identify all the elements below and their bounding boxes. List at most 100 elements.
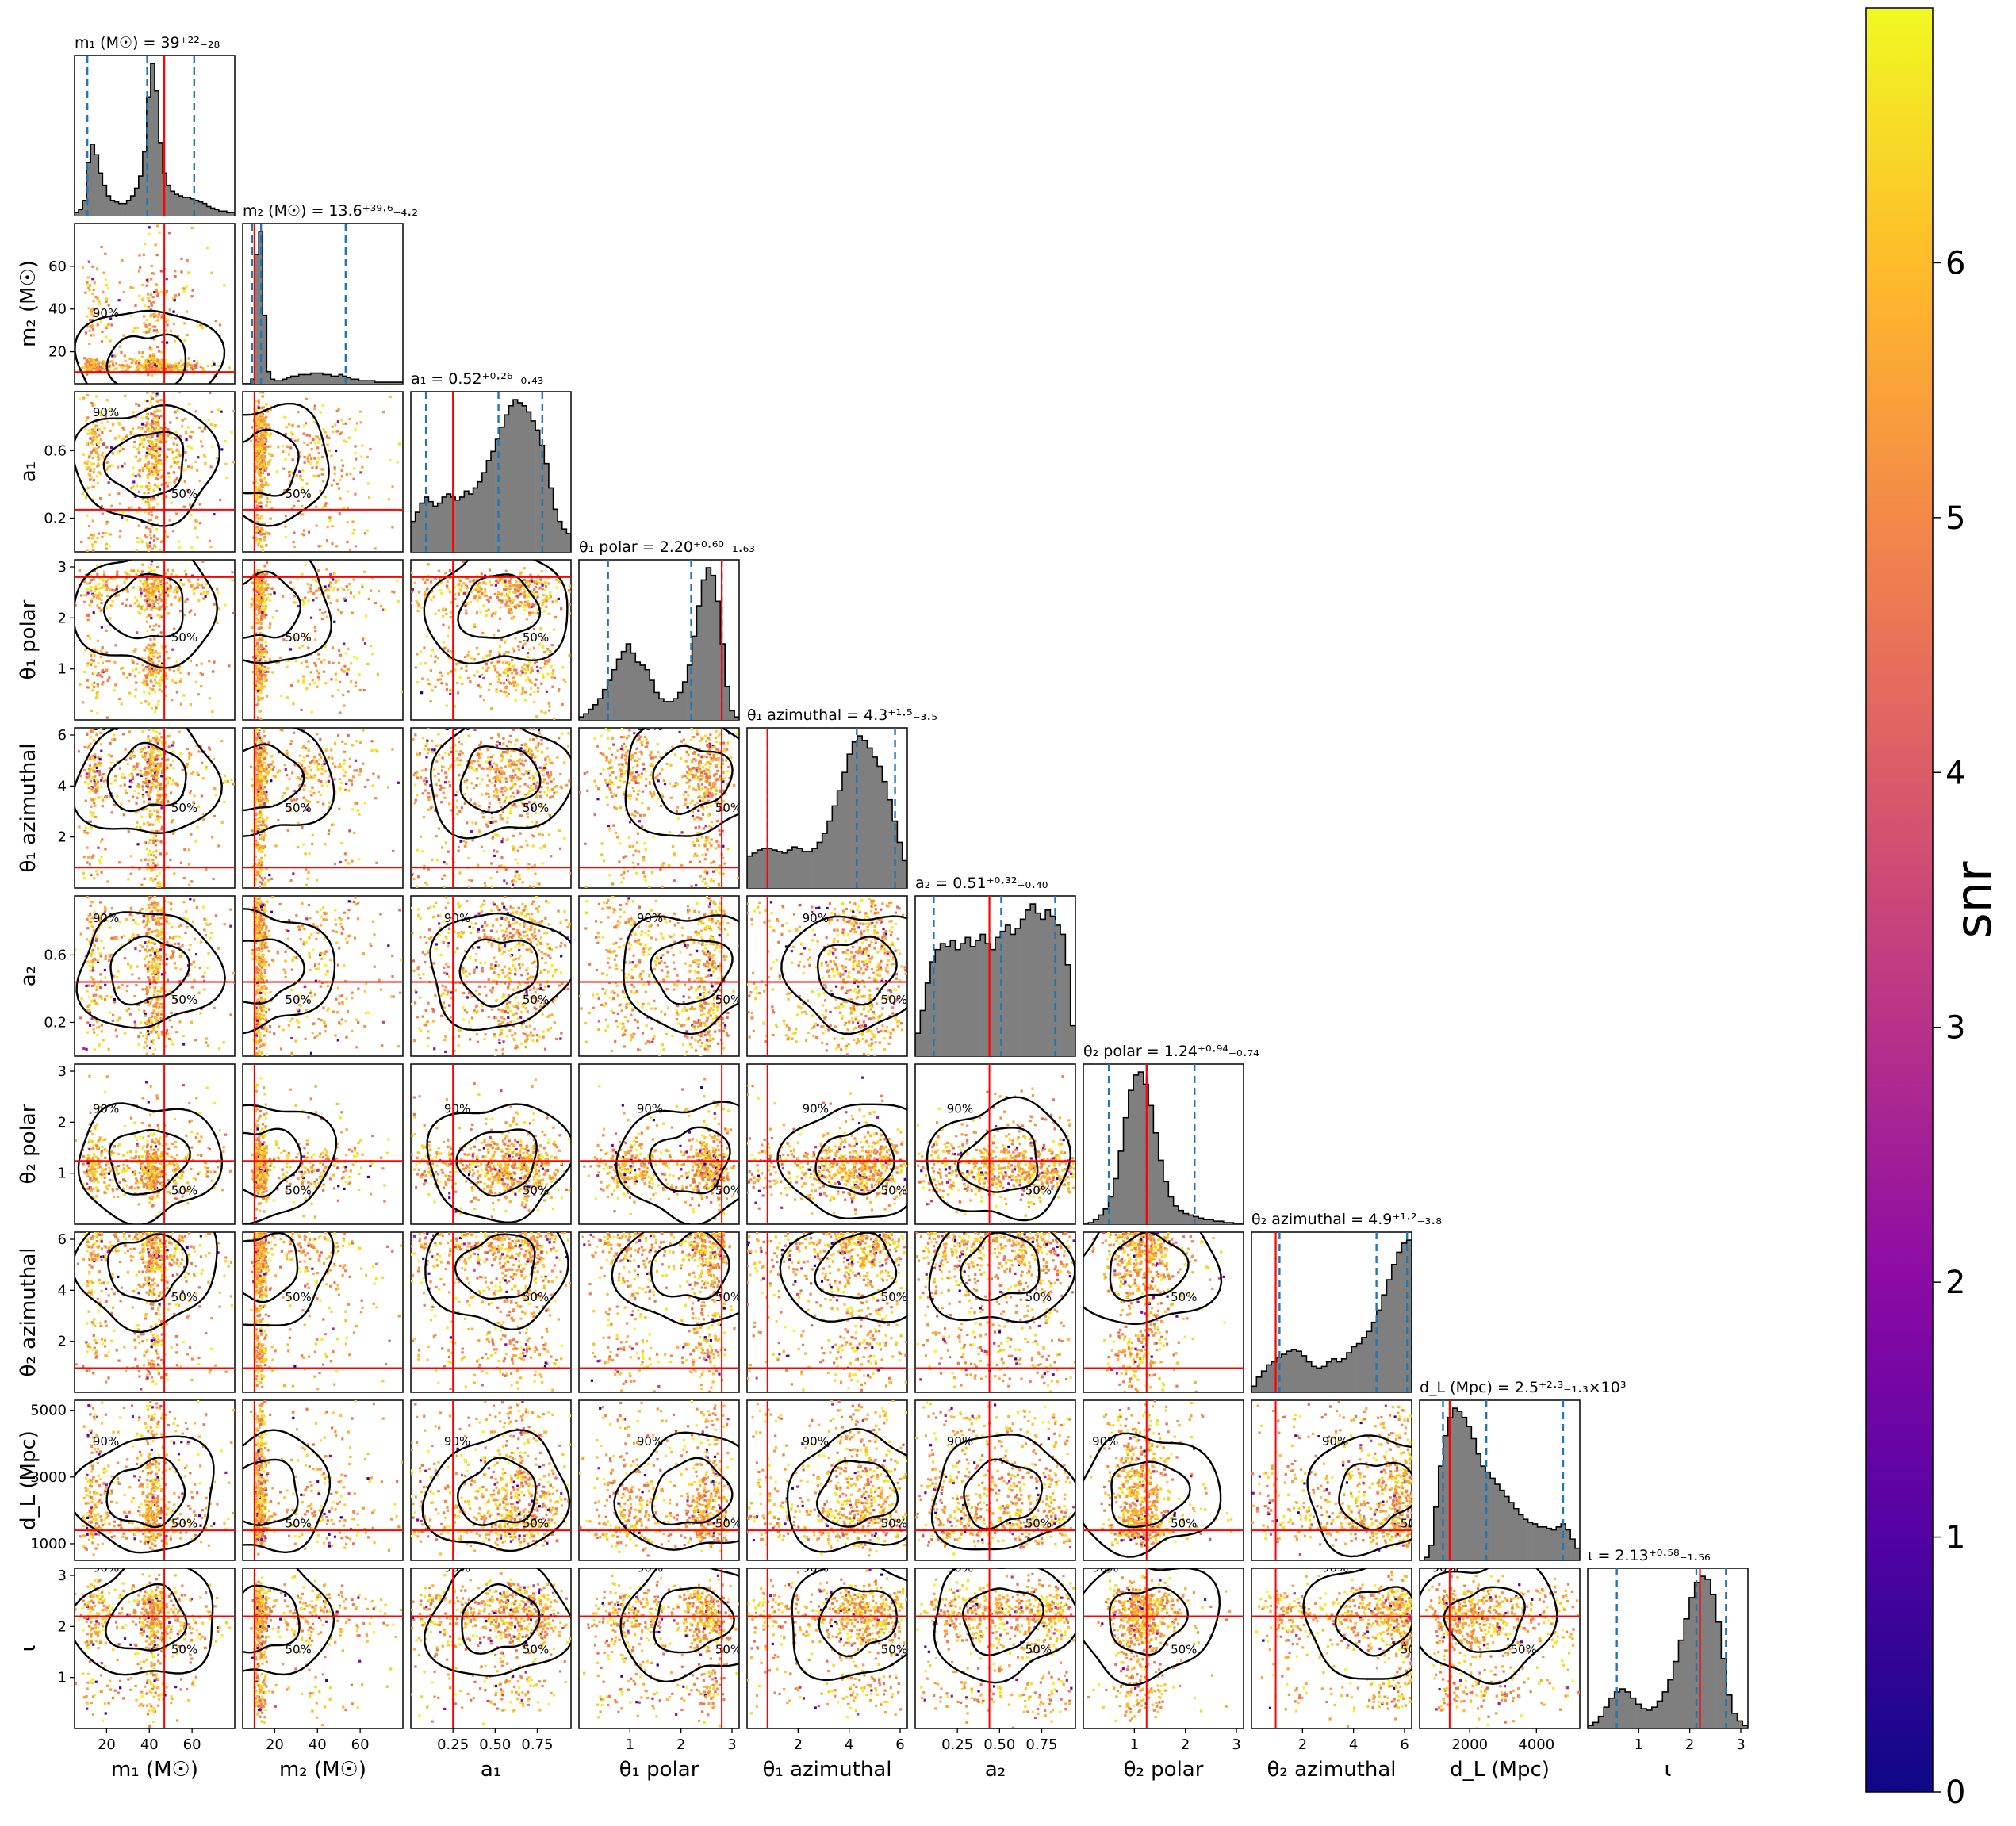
sample-point xyxy=(446,584,449,588)
sample-point xyxy=(551,600,554,603)
sample-point xyxy=(145,415,148,419)
sample-point xyxy=(183,339,186,342)
sample-point xyxy=(150,563,153,566)
sample-point xyxy=(118,767,122,770)
sample-point xyxy=(102,681,105,684)
sample-point xyxy=(136,773,140,776)
sample-point xyxy=(94,593,98,596)
sample-point xyxy=(174,366,177,369)
sample-point xyxy=(109,782,113,785)
sample-point xyxy=(174,362,178,366)
sample-point xyxy=(258,590,261,594)
sample-point xyxy=(122,290,125,294)
sample-point xyxy=(552,669,555,672)
sample-point xyxy=(346,540,349,544)
sample-point xyxy=(153,534,156,538)
sample-point xyxy=(255,442,259,446)
sample-point xyxy=(164,598,167,601)
contour-90 xyxy=(243,403,330,527)
sample-point xyxy=(103,427,106,430)
sample-point xyxy=(439,576,442,580)
sample-point xyxy=(143,768,146,771)
sample-point xyxy=(145,422,149,425)
sample-point xyxy=(154,710,157,714)
sample-point xyxy=(93,427,96,431)
sample-point xyxy=(312,662,316,665)
sample-point xyxy=(533,588,536,591)
sample-point xyxy=(442,614,445,618)
sample-point xyxy=(431,649,435,652)
sample-point xyxy=(160,599,163,603)
sample-point xyxy=(518,593,521,596)
sample-point xyxy=(102,798,105,802)
sample-point xyxy=(396,580,399,583)
sample-point xyxy=(259,469,262,473)
sample-point xyxy=(532,580,535,584)
sample-point xyxy=(145,426,149,430)
sample-point xyxy=(102,780,105,783)
sample-point xyxy=(139,580,142,583)
sample-point xyxy=(98,606,101,610)
sample-point xyxy=(258,675,261,678)
sample-point xyxy=(517,645,520,648)
sample-point xyxy=(314,664,317,668)
hist-bar xyxy=(222,211,228,216)
sample-point xyxy=(535,582,538,586)
sample-point xyxy=(144,399,147,402)
sample-point xyxy=(294,659,298,662)
sample-point xyxy=(263,454,267,458)
sample-point xyxy=(298,646,301,650)
sample-point xyxy=(124,359,127,362)
sample-point xyxy=(521,645,524,649)
sample-point xyxy=(254,613,257,616)
sample-point xyxy=(339,431,343,434)
sample-point xyxy=(255,450,259,454)
sample-point xyxy=(150,749,153,752)
sample-point xyxy=(190,431,193,434)
sample-point xyxy=(156,790,159,793)
sample-point xyxy=(149,648,152,651)
sample-point xyxy=(548,705,551,708)
sample-point xyxy=(194,460,197,464)
sample-point xyxy=(264,653,267,656)
sample-point xyxy=(533,690,536,694)
sample-point xyxy=(325,434,329,438)
sample-point xyxy=(285,535,288,539)
sample-point xyxy=(477,683,481,687)
sample-point xyxy=(316,461,319,464)
sample-point xyxy=(355,457,358,461)
sample-point xyxy=(327,757,330,760)
sample-point xyxy=(263,449,266,452)
sample-point xyxy=(255,451,259,455)
sample-point xyxy=(155,779,159,783)
sample-point xyxy=(166,782,170,785)
sample-point xyxy=(100,626,103,629)
sample-point xyxy=(342,694,345,697)
sample-point xyxy=(156,495,159,498)
sample-point xyxy=(489,649,492,653)
sample-point xyxy=(98,300,101,303)
sample-point xyxy=(361,585,364,588)
hist-bar xyxy=(491,451,496,552)
sample-point xyxy=(159,840,163,844)
sample-point xyxy=(171,450,174,454)
sample-point xyxy=(265,481,268,484)
sample-point xyxy=(176,335,180,339)
sample-point xyxy=(151,392,155,394)
sample-point xyxy=(529,679,532,683)
sample-point xyxy=(524,699,527,702)
sample-point xyxy=(161,798,164,802)
sample-point xyxy=(190,753,193,756)
sample-point xyxy=(141,469,145,473)
sample-point xyxy=(515,595,519,598)
sample-point xyxy=(287,423,291,426)
sample-point xyxy=(151,659,155,662)
sample-point xyxy=(160,794,164,797)
sample-point xyxy=(480,673,484,676)
sample-point xyxy=(354,427,357,431)
sample-point xyxy=(121,773,125,776)
sample-point xyxy=(90,441,94,444)
sample-point xyxy=(151,829,154,833)
sample-point xyxy=(518,580,522,584)
sample-point xyxy=(91,689,94,692)
